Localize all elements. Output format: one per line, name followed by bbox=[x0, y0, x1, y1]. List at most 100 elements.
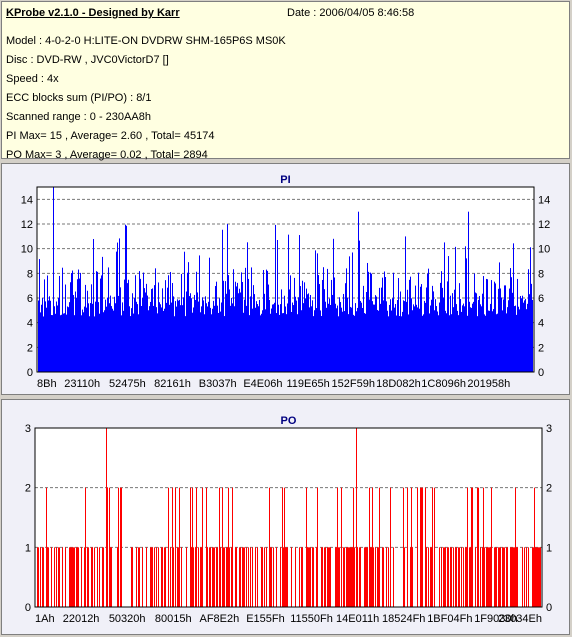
chart-title: PI bbox=[280, 174, 290, 186]
bar bbox=[232, 487, 233, 607]
y-tick-label-right: 8 bbox=[538, 268, 544, 280]
bar bbox=[382, 547, 383, 607]
bar bbox=[70, 547, 71, 607]
bar bbox=[146, 547, 147, 607]
bar bbox=[448, 547, 449, 607]
bar bbox=[123, 310, 124, 372]
bar bbox=[407, 487, 408, 607]
bar bbox=[59, 275, 60, 372]
y-tick-label-right: 4 bbox=[538, 318, 544, 330]
bar bbox=[176, 306, 177, 372]
bar bbox=[361, 302, 362, 372]
bar bbox=[317, 487, 318, 607]
bar bbox=[107, 297, 108, 372]
bar bbox=[106, 306, 107, 372]
bar bbox=[237, 282, 238, 372]
bar bbox=[92, 303, 93, 372]
app-title: KProbe v2.1.0 - Designed by Karr bbox=[6, 7, 180, 19]
bar bbox=[284, 295, 285, 372]
bar bbox=[132, 547, 133, 607]
bar bbox=[199, 255, 200, 372]
bar bbox=[488, 310, 489, 372]
bar bbox=[120, 287, 121, 372]
bar bbox=[346, 547, 347, 607]
bar bbox=[276, 313, 277, 372]
bar bbox=[538, 547, 539, 607]
bar bbox=[295, 296, 296, 372]
bar bbox=[355, 303, 356, 372]
bar bbox=[152, 288, 153, 372]
bar bbox=[242, 281, 243, 372]
bar bbox=[43, 547, 44, 607]
bar bbox=[200, 547, 201, 607]
plot-border bbox=[34, 427, 543, 608]
bar bbox=[240, 547, 241, 607]
bar bbox=[261, 313, 262, 372]
bar bbox=[347, 547, 348, 607]
bar bbox=[312, 547, 313, 607]
bar bbox=[51, 547, 52, 607]
bar bbox=[206, 487, 207, 607]
bar bbox=[501, 297, 502, 372]
bar bbox=[468, 211, 469, 372]
y-tick-label-right: 6 bbox=[538, 293, 544, 305]
bar bbox=[209, 257, 210, 372]
bar bbox=[212, 547, 213, 607]
bar bbox=[214, 305, 215, 372]
bar bbox=[239, 547, 240, 607]
bar bbox=[287, 547, 288, 607]
bar bbox=[536, 547, 537, 607]
bar bbox=[117, 547, 118, 607]
bar bbox=[511, 547, 512, 607]
bar bbox=[90, 303, 91, 372]
bar bbox=[113, 310, 114, 372]
bar bbox=[357, 547, 358, 607]
bar bbox=[39, 259, 40, 372]
bar bbox=[216, 547, 217, 607]
bar bbox=[186, 547, 187, 607]
bar bbox=[358, 211, 359, 372]
bar bbox=[435, 299, 436, 372]
bar bbox=[360, 547, 361, 607]
bar bbox=[252, 547, 253, 607]
bar bbox=[302, 280, 303, 372]
bar bbox=[99, 547, 100, 607]
bar bbox=[257, 547, 258, 607]
bar bbox=[485, 315, 486, 372]
bar bbox=[341, 307, 342, 372]
bar bbox=[321, 547, 322, 607]
bar bbox=[200, 312, 201, 372]
y-tick-label-left: 0 bbox=[25, 602, 31, 614]
bar bbox=[397, 299, 398, 372]
bar bbox=[325, 301, 326, 372]
bar bbox=[303, 303, 304, 372]
bar bbox=[408, 314, 409, 372]
bar bbox=[65, 547, 66, 607]
bar bbox=[197, 292, 198, 372]
bar bbox=[198, 547, 199, 607]
bar bbox=[69, 302, 70, 372]
bar bbox=[258, 306, 259, 372]
bar bbox=[445, 310, 446, 372]
bar bbox=[67, 306, 68, 372]
bar bbox=[510, 547, 511, 607]
bar bbox=[207, 547, 208, 607]
bar bbox=[122, 302, 123, 372]
bar bbox=[424, 300, 425, 372]
bar bbox=[390, 487, 391, 607]
bar bbox=[369, 487, 370, 607]
bar bbox=[169, 304, 170, 372]
bar bbox=[224, 316, 225, 372]
bar bbox=[473, 301, 474, 372]
bar bbox=[532, 547, 533, 607]
bar bbox=[271, 308, 272, 372]
bar bbox=[383, 547, 384, 607]
bar bbox=[63, 313, 64, 372]
bar bbox=[391, 310, 392, 372]
bar bbox=[181, 547, 182, 607]
bar bbox=[71, 547, 72, 607]
bar bbox=[375, 547, 376, 607]
bar bbox=[516, 547, 517, 607]
bar bbox=[213, 300, 214, 372]
bar bbox=[117, 242, 118, 372]
